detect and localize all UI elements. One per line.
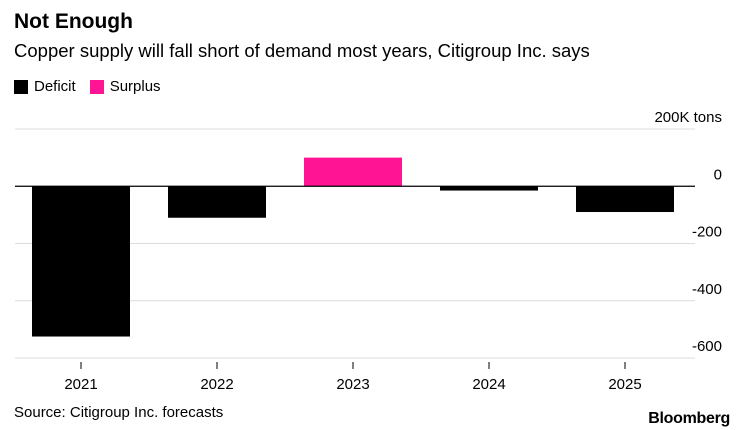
legend-item-deficit: Deficit xyxy=(14,78,76,95)
legend-swatch-deficit xyxy=(14,79,28,94)
x-tick-label-2024: 2024 xyxy=(472,376,505,393)
bar-surplus-2023 xyxy=(304,157,402,187)
chart-subtitle: Copper supply will fall short of demand … xyxy=(14,40,590,61)
x-tick-label-2021: 2021 xyxy=(64,376,97,393)
legend-label-surplus: Surplus xyxy=(109,78,161,95)
x-tick-label-2022: 2022 xyxy=(200,376,233,393)
chart-title: Not Enough xyxy=(14,10,133,33)
y-tick-label-0: 0 xyxy=(714,166,722,183)
x-tick-label-2025: 2025 xyxy=(608,376,641,393)
bar-deficit-2022 xyxy=(168,186,266,218)
bar-deficit-2024 xyxy=(440,186,538,191)
legend-label-deficit: Deficit xyxy=(34,78,76,95)
bar-deficit-2025 xyxy=(576,186,674,213)
y-tick-label-200k-tons: 200K tons xyxy=(654,109,722,126)
y-tick-label--400: -400 xyxy=(692,281,722,298)
bar-deficit-2021 xyxy=(32,186,130,337)
legend-swatch-surplus xyxy=(89,79,104,94)
bloomberg-logo: Bloomberg xyxy=(648,410,730,427)
source-note: Source: Citigroup Inc. forecasts xyxy=(14,404,224,421)
legend: Deficit Surplus xyxy=(14,78,175,95)
x-tick-label-2023: 2023 xyxy=(336,376,369,393)
y-tick-label--600: -600 xyxy=(692,338,722,355)
y-tick-label--200: -200 xyxy=(692,224,722,241)
legend-item-surplus: Surplus xyxy=(89,78,161,95)
